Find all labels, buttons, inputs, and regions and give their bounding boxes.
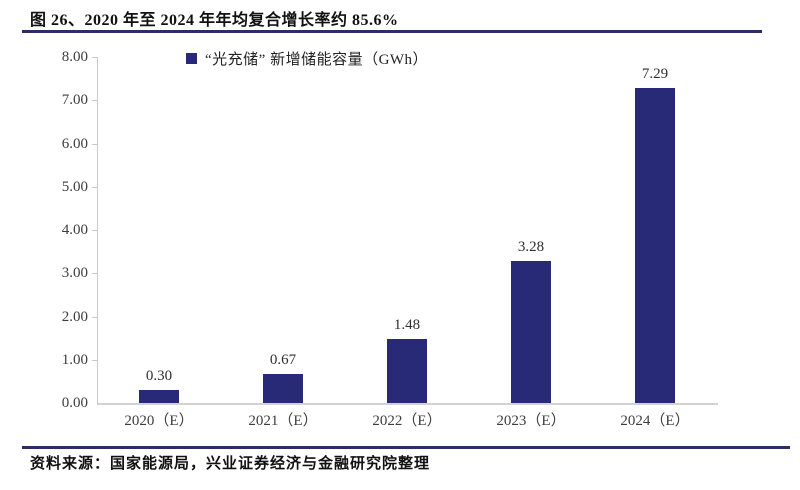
y-axis-tick-label: 5.00 <box>61 178 88 195</box>
legend-swatch-icon <box>186 53 197 64</box>
bar-value-label: 1.48 <box>393 317 421 333</box>
y-axis-tick-label: 4.00 <box>61 222 88 238</box>
bar-2023（E） <box>511 261 551 403</box>
x-axis-tick-label: 2024（E） <box>620 413 690 429</box>
x-axis-tick-label: 2021（E） <box>248 413 318 429</box>
y-axis-tick-label: 3.00 <box>61 265 88 282</box>
y-axis-tick-mark <box>92 316 97 318</box>
y-axis-tick-mark <box>92 57 97 58</box>
y-axis-tick-label: 0.00 <box>61 395 88 411</box>
footer-divider <box>22 446 790 449</box>
source-note: 资料来源：国家能源局，兴业证券经济与金融研究院整理 <box>30 456 431 472</box>
bar-2024（E） <box>635 88 675 403</box>
y-axis-tick-mark <box>92 186 97 188</box>
x-axis-tick-label: 2022（E） <box>372 413 442 429</box>
bar-value-label: 7.29 <box>641 66 669 82</box>
x-axis-tick-label: 2023（E） <box>496 413 566 429</box>
y-axis-tick-label: 2.00 <box>61 308 88 325</box>
bar-2022（E） <box>387 339 427 403</box>
legend-label: “光充储” 新增储能容量（GWh） <box>205 52 429 68</box>
y-axis-tick-mark <box>92 273 97 275</box>
y-axis-tick-mark <box>92 230 97 231</box>
y-axis-tick-mark <box>92 359 97 361</box>
bar-2021（E） <box>263 374 303 403</box>
chart-legend: “光充储” 新增储能容量（GWh） <box>186 48 428 69</box>
y-axis-tick-mark <box>92 143 97 145</box>
y-axis-tick-label: 8.00 <box>61 49 88 65</box>
y-axis-tick-label: 7.00 <box>61 92 88 109</box>
bar-2020（E） <box>139 390 179 403</box>
figure-title: 图 26、2020 年至 2024 年年均复合增长率约 85.6% <box>30 12 399 29</box>
x-axis-tick-label: 2020（E） <box>124 413 194 429</box>
plot-area <box>97 57 718 405</box>
bar-value-label: 3.28 <box>517 239 545 255</box>
y-axis-tick-label: 6.00 <box>61 135 88 152</box>
title-divider <box>22 30 762 33</box>
y-axis-tick-mark <box>92 100 97 102</box>
bar-value-label: 0.67 <box>269 352 297 368</box>
bar-value-label: 0.30 <box>145 368 173 384</box>
y-axis-tick-label: 1.00 <box>61 351 88 368</box>
